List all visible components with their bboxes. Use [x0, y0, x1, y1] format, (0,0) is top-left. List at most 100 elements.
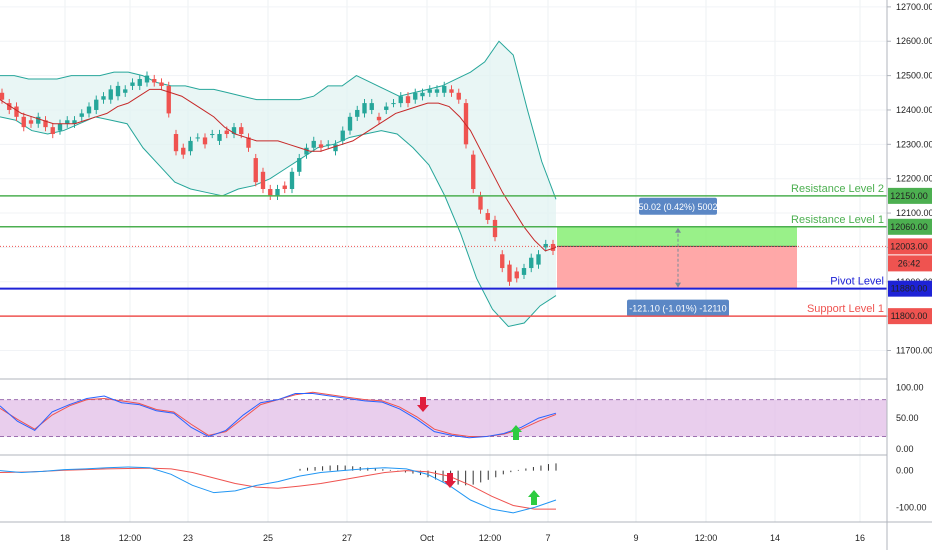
level-price-tag-box — [888, 308, 932, 325]
candle-body — [529, 257, 534, 269]
position-target-zone — [557, 226, 797, 247]
level-price-tag: 12060.00 — [890, 222, 928, 232]
candle-body — [94, 99, 99, 110]
candle-body — [123, 89, 128, 93]
candle-body — [181, 147, 186, 155]
price-tick-label: 12200.00 — [896, 174, 932, 184]
candle-body — [500, 254, 505, 269]
candle-body — [239, 127, 244, 135]
price-tick-label: 12400.00 — [896, 105, 932, 115]
candle-body — [340, 130, 345, 141]
candle-body — [550, 243, 556, 251]
candle-body — [159, 82, 164, 86]
sell-arrow-icon — [444, 473, 456, 488]
candle-body — [304, 147, 309, 155]
candle-body — [384, 106, 389, 110]
position-stop-label-box — [627, 299, 729, 317]
candle-body — [297, 158, 302, 172]
price-tick-label: 12700.00 — [896, 2, 932, 12]
level-label: Pivot Level — [830, 276, 884, 288]
bollinger-fill — [0, 41, 556, 327]
candle-body — [253, 158, 258, 183]
time-tick-label: 12:00 — [479, 533, 502, 543]
level-label: Resistance Level 1 — [791, 214, 884, 226]
candle-body — [21, 116, 26, 128]
candle-body — [391, 103, 396, 105]
stochastic-tick-label: 0.00 — [896, 444, 914, 454]
countdown-tag: 26:42 — [898, 258, 921, 268]
position-arrow-up — [675, 227, 681, 233]
candle-body — [14, 106, 19, 117]
candle-body — [202, 137, 208, 145]
candle-body — [405, 96, 411, 104]
position-stop-label: -121.10 (-1.01%) -12110 — [629, 304, 726, 314]
candle-body — [57, 123, 63, 131]
time-tick-label: 18 — [60, 533, 70, 543]
candle-body — [311, 140, 316, 148]
candle-body — [492, 219, 498, 238]
candlestick-series — [0, 71, 556, 286]
level-price-tag: 12150.00 — [890, 191, 928, 201]
candle-body — [101, 96, 106, 100]
candle-body — [456, 92, 461, 100]
time-tick-label: 12:00 — [119, 533, 142, 543]
candle-body — [130, 82, 135, 86]
candle-body — [166, 85, 171, 114]
sma-line-path — [0, 88, 557, 252]
candle-body — [86, 106, 92, 114]
current-price-tag: 12003.00 — [890, 241, 928, 251]
level-label: Support Level 1 — [807, 303, 884, 315]
macd-tick-label: 0.00 — [896, 466, 914, 476]
candle-body — [195, 137, 200, 139]
macd-line — [0, 466, 557, 514]
candle-body — [260, 171, 266, 189]
candle-body — [543, 243, 548, 248]
price-tick-label: 12600.00 — [896, 36, 932, 46]
candle-body — [275, 189, 280, 196]
candle-body — [289, 171, 295, 189]
candle-body — [50, 127, 55, 135]
price-tick-label: 12300.00 — [896, 139, 932, 149]
time-tick-label: 23 — [183, 533, 193, 543]
level-price-tag: 11800.00 — [891, 311, 928, 321]
candle-body — [72, 120, 77, 124]
candle-body — [347, 116, 353, 131]
candle-body — [442, 85, 447, 93]
candle-body — [36, 116, 41, 124]
position-stop-zone — [557, 246, 797, 289]
candle-body — [65, 120, 70, 124]
level-label: Resistance Level 2 — [791, 183, 884, 195]
candle-body — [188, 140, 193, 152]
long-position-tool[interactable]: 50.02 (0.42%) 5002 -121.10 (-1.01%) -1211… — [557, 197, 797, 317]
candle-body — [210, 134, 215, 136]
candle-body — [398, 96, 403, 104]
candle-body — [115, 85, 121, 97]
bollinger-upper-band — [0, 40, 557, 200]
stochastic-band — [0, 399, 887, 437]
candle-body — [318, 144, 324, 148]
candle-body — [7, 103, 12, 110]
time-tick-label: 16 — [855, 533, 865, 543]
position-arrow-down — [675, 282, 681, 288]
sell-arrow-icon — [417, 397, 429, 412]
candle-body — [485, 213, 490, 220]
candle-body — [536, 254, 541, 265]
candle-body — [369, 103, 374, 110]
axis-price-tags: 12150.00 12060.00 11880.00 11800.00 12003.00… — [888, 187, 932, 325]
time-tick-label: Oct — [420, 533, 435, 543]
macd-panel — [0, 454, 887, 514]
candle-body — [28, 120, 34, 124]
candle-body — [108, 89, 113, 100]
candle-body — [173, 134, 179, 152]
candle-body — [268, 189, 273, 196]
candle-body — [514, 271, 519, 279]
candle-body — [144, 75, 150, 83]
time-tick-label: 12:00 — [695, 533, 718, 543]
time-tick-label: 27 — [342, 533, 352, 543]
candle-body — [478, 195, 483, 210]
candle-body — [362, 103, 367, 114]
candle-body — [217, 134, 222, 141]
time-tick-label: 7 — [545, 533, 550, 543]
position-target-label-box — [639, 197, 717, 215]
